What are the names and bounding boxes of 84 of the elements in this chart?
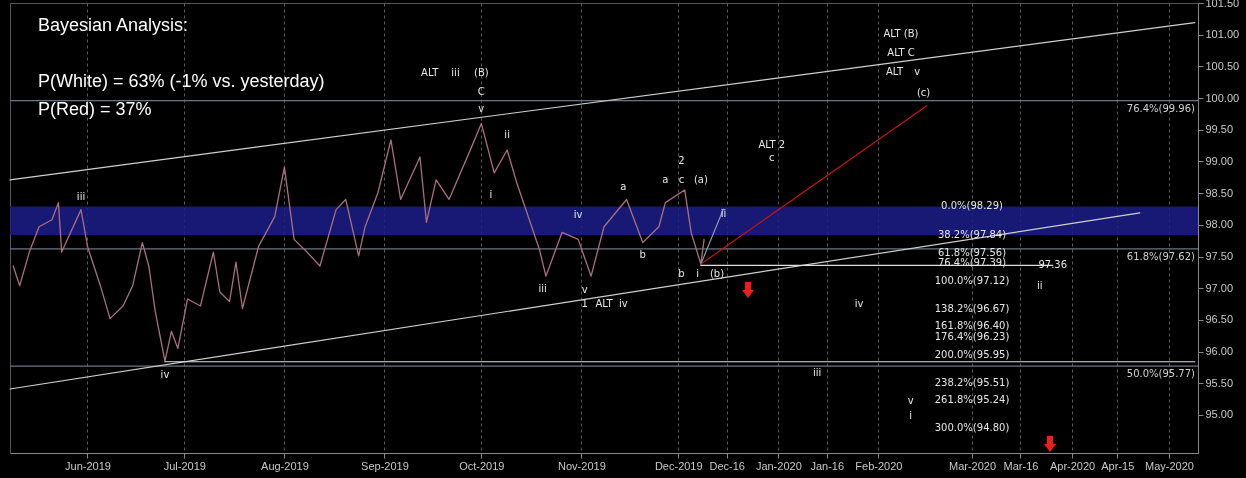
y-tick-label: 96.00 [1205, 345, 1234, 358]
annotation: 2 [678, 155, 685, 167]
x-tick-label: Mar-2020 [948, 459, 997, 472]
annotation: ii [504, 129, 510, 141]
y-tick-label: 101.00 [1205, 28, 1240, 41]
x-tick-label: Apr-2020 [1049, 459, 1096, 472]
ref-line-label: 61.8%(97.62) [1126, 250, 1196, 262]
annotation: P(White) = 63% (-1% vs. yesterday) [38, 71, 325, 91]
annotation: 161.8%(96.40) [934, 320, 1010, 332]
y-tick-label: 97.00 [1205, 281, 1234, 294]
annotation: a [662, 174, 669, 186]
x-tick-label: Aug-2019 [261, 459, 309, 472]
x-tick-label: Dec-16 [709, 459, 745, 472]
x-tick-label: Jun-2019 [65, 459, 111, 472]
y-tick-label: 97.50 [1205, 250, 1234, 263]
annotation: c [678, 174, 685, 186]
annotation: iv [160, 369, 170, 381]
annotation: iii [812, 367, 822, 379]
y-tick-label: 98.00 [1205, 218, 1234, 231]
annotation: a [620, 180, 627, 192]
annotation: ii [720, 208, 727, 220]
annotation: ALT (B) [883, 28, 919, 40]
x-tick-label: Nov-2019 [558, 459, 606, 472]
annotation: 97.36 [1038, 259, 1068, 271]
annotation: ALT [421, 66, 440, 78]
x-tick-label: Oct-2019 [459, 459, 505, 472]
text: Bayesian Analysis: [38, 15, 189, 35]
x-tick-label: Mar-16 [1003, 459, 1039, 472]
annotation: i [489, 189, 493, 201]
annotation: iv [573, 208, 583, 220]
ref-line-label: 50.0%(95.77) [1126, 368, 1196, 380]
annotation: P(Red) = 37% [38, 99, 152, 119]
line-series [12, 122, 705, 362]
annotation: 300.0%(94.80) [934, 421, 1010, 433]
annotation: 176.4%(96.23) [934, 331, 1010, 343]
y-tick-label: 99.50 [1205, 123, 1234, 136]
annotation: (a) [693, 174, 708, 186]
annotation: 200.0%(95.95) [934, 348, 1010, 360]
annotation: 100.0%(97.12) [934, 274, 1010, 286]
annotation: (B) [473, 66, 489, 78]
annotation: iv [619, 298, 628, 310]
annotation: ALT [885, 66, 904, 78]
x-tick-label: Jan-2020 [755, 459, 802, 472]
annotation: 238.2%(95.51) [934, 376, 1010, 388]
annotation: ALT 2 [758, 138, 786, 150]
x-tick-label: Jan-16 [810, 459, 845, 472]
annotation: b [678, 268, 685, 280]
annotation: 61.8%(97.56) [937, 246, 1007, 258]
annotation: i [696, 268, 700, 280]
y-tick-label: 98.50 [1205, 186, 1234, 199]
annotation: i [909, 409, 913, 421]
annotation: v [581, 284, 588, 296]
annotation: c [769, 151, 775, 163]
annotation: b [639, 249, 646, 261]
y-tick-label: 100.00 [1205, 91, 1240, 104]
annotation: ALT [595, 298, 614, 310]
annotation: 138.2%(96.67) [934, 303, 1010, 315]
y-tick-label: 95.50 [1205, 376, 1234, 389]
annotation: iii [76, 190, 86, 202]
x-tick-label: Dec-2019 [654, 459, 703, 472]
annotation: (c) [916, 87, 931, 98]
x-tick-label: Apr-15 [1101, 459, 1135, 472]
annotation: ALT C [887, 47, 915, 59]
y-tick-label: 100.50 [1205, 59, 1240, 72]
x-tick-label: Feb-2020 [855, 459, 903, 472]
annotation: v [914, 66, 921, 78]
y-tick-label: 96.50 [1205, 313, 1234, 326]
annotation: v [907, 395, 914, 407]
annotation: 1 [581, 298, 588, 310]
annotation: ii [1037, 279, 1043, 291]
ref-line-label: 76.4%(99.96) [1126, 102, 1196, 114]
annotation: iii [538, 282, 547, 294]
y-tick-label: 95.00 [1205, 408, 1234, 421]
annotation: iv [854, 298, 864, 310]
x-tick-label: Jul-2019 [163, 459, 206, 472]
annotation: C [477, 85, 485, 97]
y-tick-label: 99.00 [1205, 154, 1234, 167]
annotation: 261.8%(95.24) [934, 393, 1010, 405]
annotation: v [478, 102, 485, 114]
annotation: iii [451, 66, 460, 78]
annotation: (b) [709, 268, 725, 280]
x-tick-label: Sep-2019 [361, 459, 409, 472]
annotation: 0.0%(98.29) [941, 200, 1004, 212]
x-tick-label: May-2020 [1144, 459, 1194, 472]
